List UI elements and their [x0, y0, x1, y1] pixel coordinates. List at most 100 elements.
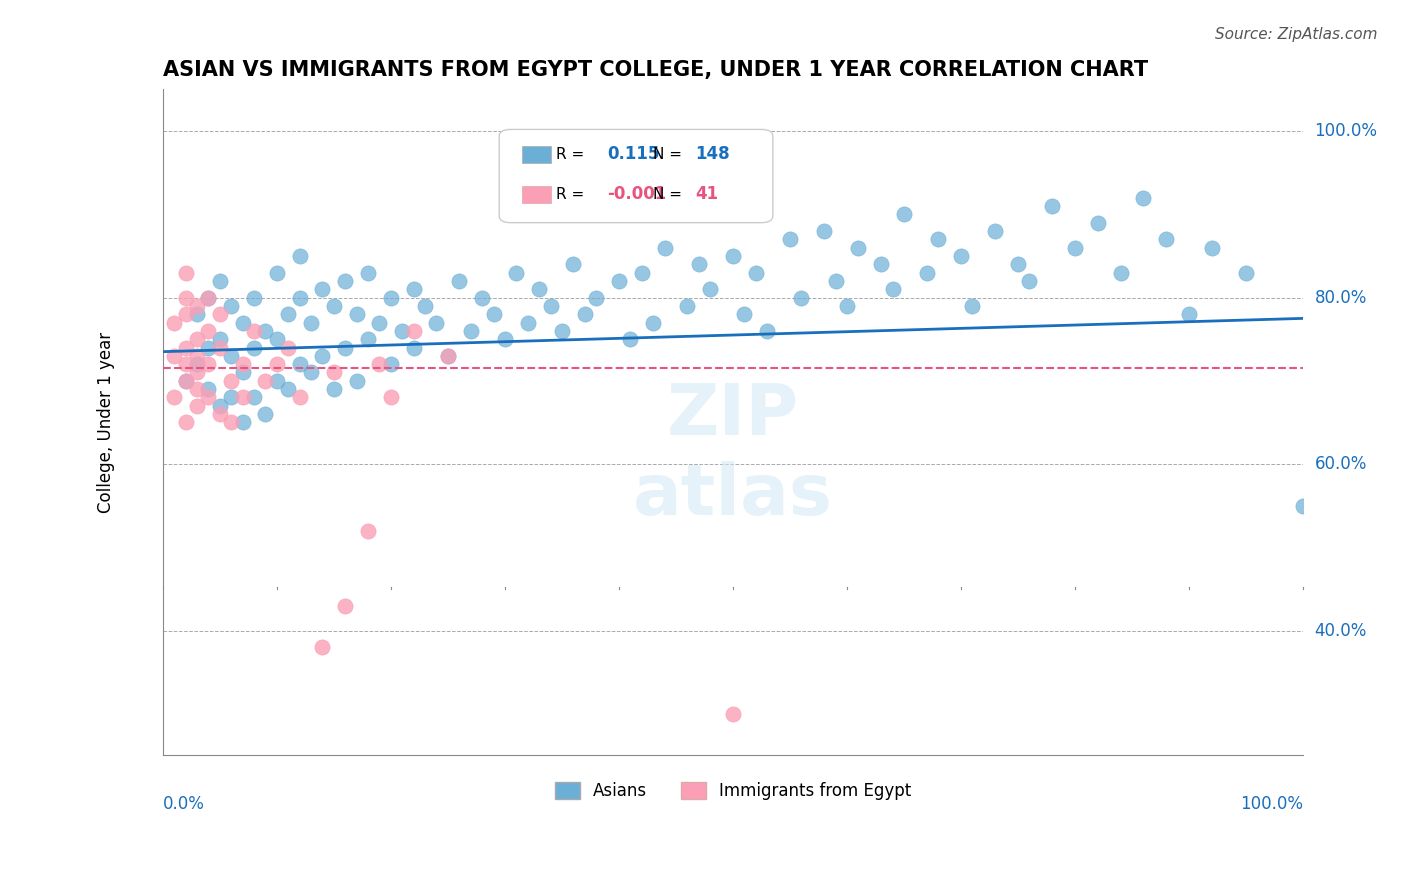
Point [232, 391, 254, 405]
Point [288, 291, 311, 305]
Point [380, 391, 402, 405]
Point [266, 266, 288, 280]
Point [1292, 499, 1315, 513]
Point [607, 274, 630, 288]
Point [346, 307, 368, 321]
Point [186, 307, 208, 321]
Point [402, 282, 425, 296]
Point [813, 224, 835, 238]
Point [927, 232, 949, 246]
Point [380, 291, 402, 305]
Point [482, 307, 505, 321]
Bar [522, 186, 551, 202]
Point [174, 291, 197, 305]
Point [368, 316, 391, 330]
Point [574, 307, 596, 321]
Point [449, 274, 471, 288]
Text: ZIP
atlas: ZIP atlas [633, 381, 832, 530]
Text: R =: R = [557, 186, 585, 202]
Text: 148: 148 [696, 145, 730, 163]
Point [984, 224, 1007, 238]
Point [174, 266, 197, 280]
Point [357, 266, 380, 280]
Point [186, 366, 208, 380]
Point [208, 332, 231, 346]
Point [733, 307, 755, 321]
Point [197, 324, 219, 338]
Point [335, 274, 357, 288]
Point [186, 382, 208, 396]
Point [219, 391, 242, 405]
Point [186, 332, 208, 346]
Point [699, 282, 721, 296]
Point [915, 266, 938, 280]
Point [232, 357, 254, 371]
Point [232, 416, 254, 430]
Text: 100.0%: 100.0% [1315, 122, 1378, 140]
Point [824, 274, 846, 288]
Point [1234, 266, 1257, 280]
Point [174, 357, 197, 371]
Point [288, 357, 311, 371]
Point [186, 299, 208, 313]
Text: 0.0%: 0.0% [163, 796, 205, 814]
Point [277, 341, 299, 355]
Point [346, 374, 368, 388]
Text: N =: N = [654, 186, 682, 202]
Point [1109, 266, 1132, 280]
Point [380, 357, 402, 371]
Point [197, 341, 219, 355]
Point [266, 374, 288, 388]
Point [882, 282, 904, 296]
Text: 40.0%: 40.0% [1315, 622, 1367, 640]
Text: Source: ZipAtlas.com: Source: ZipAtlas.com [1215, 27, 1378, 42]
Point [277, 307, 299, 321]
Point [208, 341, 231, 355]
Point [322, 299, 344, 313]
Text: 100.0%: 100.0% [1240, 796, 1303, 814]
Point [335, 341, 357, 355]
Point [551, 324, 574, 338]
Point [163, 391, 186, 405]
Point [1178, 307, 1201, 321]
Point [779, 232, 801, 246]
Point [368, 357, 391, 371]
Point [174, 341, 197, 355]
Point [288, 391, 311, 405]
Point [163, 316, 186, 330]
Point [540, 299, 562, 313]
Point [391, 324, 413, 338]
Point [1040, 199, 1063, 213]
Point [676, 299, 699, 313]
Point [163, 349, 186, 363]
Point [962, 299, 984, 313]
Point [893, 207, 915, 221]
Point [848, 241, 870, 255]
Point [643, 316, 665, 330]
Point [1154, 232, 1177, 246]
Point [311, 349, 333, 363]
Point [299, 316, 322, 330]
FancyBboxPatch shape [499, 129, 773, 223]
Legend: Asians, Immigrants from Egypt: Asians, Immigrants from Egypt [548, 775, 918, 807]
Point [471, 291, 494, 305]
Point [619, 332, 641, 346]
Text: 80.0%: 80.0% [1315, 289, 1367, 307]
Point [425, 316, 447, 330]
Point [243, 324, 266, 338]
Point [208, 407, 231, 421]
Point [835, 299, 858, 313]
Point [688, 257, 710, 271]
Point [562, 257, 585, 271]
Point [790, 291, 813, 305]
Point [186, 349, 208, 363]
Point [186, 399, 208, 413]
Point [505, 266, 527, 280]
Point [870, 257, 893, 271]
Point [174, 374, 197, 388]
Point [254, 407, 277, 421]
Point [494, 332, 516, 346]
Point [219, 299, 242, 313]
Point [311, 282, 333, 296]
Point [585, 291, 607, 305]
